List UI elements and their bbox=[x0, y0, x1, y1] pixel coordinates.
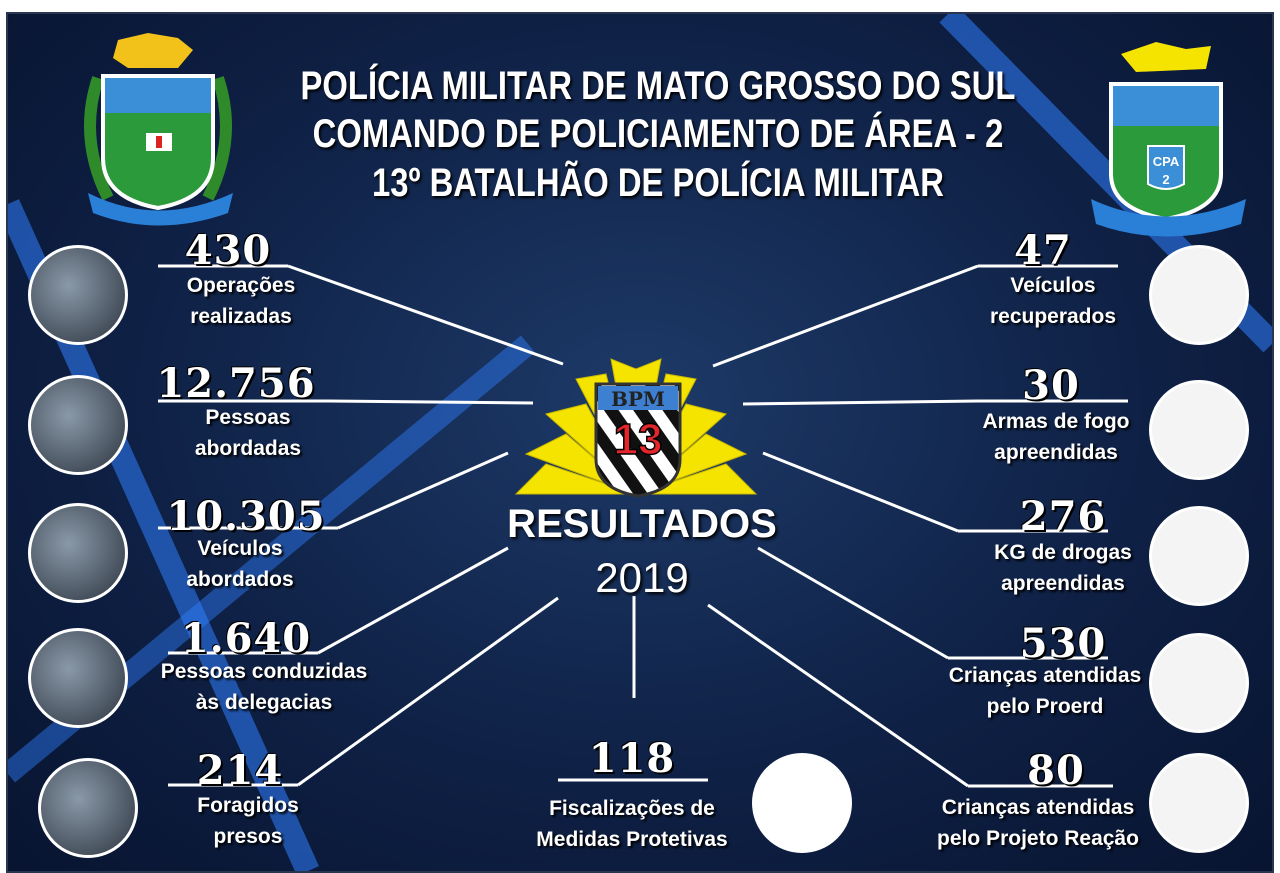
stat-label: Foragidos presos bbox=[197, 790, 299, 852]
stat-label: Operações realizadas bbox=[187, 270, 296, 332]
stat-label-line: pelo Proerd bbox=[986, 695, 1104, 718]
stat-value: 30 bbox=[1022, 362, 1080, 409]
connector-line bbox=[327, 399, 534, 405]
connector-line bbox=[757, 546, 949, 660]
svg-text:13: 13 bbox=[614, 415, 663, 464]
stat-label: Veículos abordados bbox=[186, 533, 293, 595]
police-car-photo bbox=[28, 628, 128, 728]
stat-value: 80 bbox=[1027, 747, 1085, 794]
car-motorcycle-photo bbox=[1149, 245, 1249, 345]
connector-line bbox=[742, 399, 979, 406]
stat-value: 118 bbox=[588, 735, 676, 782]
stat-label-line: Operações bbox=[186, 274, 296, 297]
stat-label-line: apreendidas bbox=[1001, 572, 1125, 595]
proerd-logo-photo bbox=[1149, 633, 1249, 733]
stat-value: 47 bbox=[1014, 227, 1072, 274]
police-stop-photo bbox=[28, 375, 128, 475]
stat-value: 530 bbox=[1019, 620, 1107, 667]
stat-label: Armas de fogo apreendidas bbox=[982, 406, 1129, 468]
bpm13-badge-logo: BPM 13 bbox=[514, 358, 758, 498]
stat-value: 430 bbox=[184, 227, 272, 274]
stat-label-line: apreendidas bbox=[994, 441, 1118, 464]
helicopter-photo bbox=[28, 245, 128, 345]
connector-line bbox=[712, 264, 979, 368]
stat-label: Crianças atendidas pelo Proerd bbox=[949, 660, 1142, 722]
promuse-logo bbox=[752, 753, 852, 853]
stat-label-line: Pessoas conduzidas bbox=[160, 660, 368, 683]
stat-label: Pessoas abordadas bbox=[195, 402, 301, 464]
title-line-2: COMANDO DE POLICIAMENTO DE ÁREA - 2 bbox=[312, 112, 1004, 156]
results-year: 2019 bbox=[595, 554, 689, 601]
stat-label-line: recuperados bbox=[989, 305, 1117, 328]
infographic: CPA 2 POLÍCIA MILITAR DE MATO GROSSO DO … bbox=[6, 12, 1274, 873]
stat-value: 276 bbox=[1019, 493, 1107, 540]
svg-text:2: 2 bbox=[1162, 172, 1169, 187]
title-line-1: POLÍCIA MILITAR DE MATO GROSSO DO SUL bbox=[300, 64, 1016, 108]
connector-line bbox=[287, 264, 564, 366]
cpa2-crest-logo: CPA 2 bbox=[1091, 42, 1246, 237]
stat-label-line: presos bbox=[213, 825, 283, 848]
pmms-crest-logo bbox=[84, 33, 233, 226]
title-line-3: 13º BATALHÃO DE POLÍCIA MILITAR bbox=[371, 161, 945, 205]
svg-text:BPM: BPM bbox=[611, 387, 665, 411]
stat-label: Fiscalizações de Medidas Protetivas bbox=[536, 793, 727, 855]
connector-line bbox=[297, 596, 559, 787]
stat-value: 12.756 bbox=[156, 360, 316, 407]
stat-label-line: Pessoas bbox=[205, 406, 291, 429]
reacao-logo-photo bbox=[1149, 753, 1249, 853]
stat-label-line: Medidas Protetivas bbox=[536, 828, 728, 851]
stat-label: Crianças atendidas pelo Projeto Reação bbox=[937, 792, 1139, 854]
stat-label-line: abordados bbox=[186, 568, 294, 591]
stat-label-line: KG de drogas bbox=[994, 541, 1132, 564]
vehicle-check-photo bbox=[28, 503, 128, 603]
stat-label-line: Crianças atendidas bbox=[941, 796, 1135, 819]
stat-label-line: Foragidos bbox=[197, 794, 299, 817]
stat-value: 214 bbox=[196, 747, 284, 794]
connector-line bbox=[337, 451, 509, 530]
stat-label-line: realizadas bbox=[190, 305, 292, 328]
cannabis-leaf-photo bbox=[1149, 506, 1249, 606]
stat-label: Pessoas conduzidas às delegacias bbox=[161, 656, 368, 718]
connector-line bbox=[317, 546, 509, 655]
stat-label-line: pelo Projeto Reação bbox=[937, 827, 1139, 850]
svg-text:CPA: CPA bbox=[1153, 154, 1180, 169]
stat-label-line: Veículos bbox=[197, 537, 283, 560]
connector-lines bbox=[158, 264, 1128, 788]
stat-label-line: Fiscalizações de bbox=[549, 797, 715, 820]
stat-label-line: Veículos bbox=[1010, 274, 1096, 297]
stat-label: Veículos recuperados bbox=[990, 270, 1116, 332]
prison-bars-photo bbox=[38, 758, 138, 858]
results-title: RESULTADOS bbox=[507, 502, 777, 546]
stat-label-line: Armas de fogo bbox=[982, 410, 1130, 433]
stat-value: 10.305 bbox=[166, 493, 326, 540]
pistol-photo bbox=[1149, 380, 1249, 480]
stat-label: KG de drogas apreendidas bbox=[994, 537, 1132, 599]
connector-line bbox=[762, 451, 959, 533]
stat-label-line: Crianças atendidas bbox=[948, 664, 1142, 687]
stat-value: 1.640 bbox=[180, 615, 312, 662]
stat-label-line: às delegacias bbox=[195, 691, 333, 714]
connector-line bbox=[707, 603, 969, 788]
stat-label-line: abordadas bbox=[194, 437, 302, 460]
